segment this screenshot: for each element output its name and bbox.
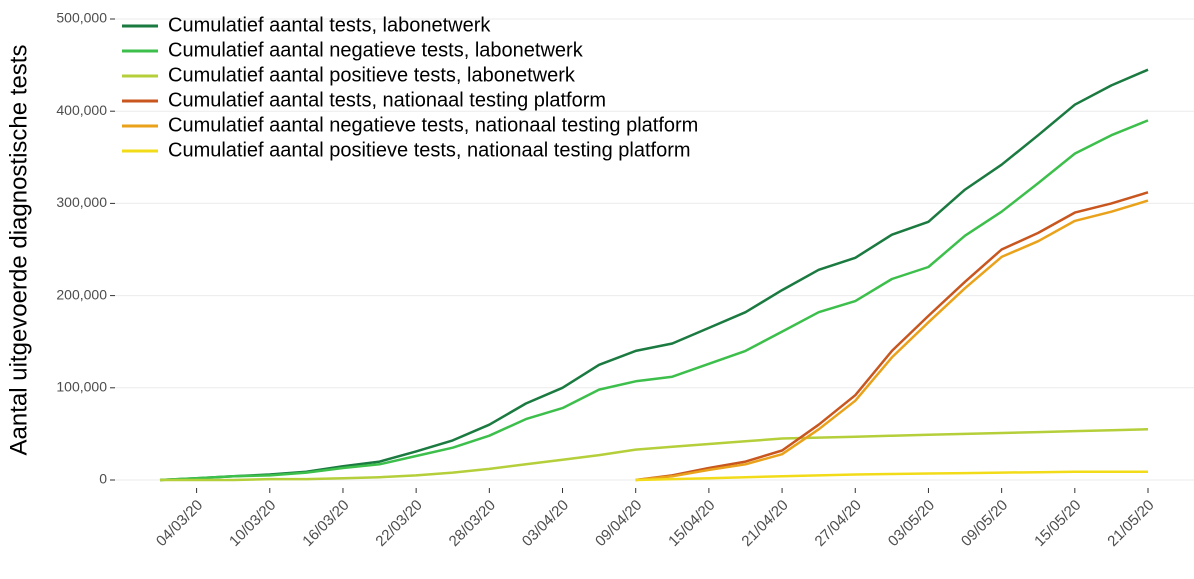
series-line — [635, 191, 1149, 482]
x-tick-label: 09/05/20 — [958, 497, 1011, 550]
y-tick-label: 100,000 — [56, 379, 107, 395]
x-tick-label: 28/03/20 — [446, 497, 499, 550]
y-axis-title: Aantal uitgevoerde diagnostische tests — [5, 45, 32, 456]
series-line — [159, 119, 1149, 482]
series-line — [159, 68, 1149, 482]
x-tick-label: 16/03/20 — [299, 497, 352, 550]
x-tick-label: 15/05/20 — [1031, 497, 1084, 550]
x-tick-label: 03/05/20 — [885, 497, 938, 550]
legend-label: Cumulatief aantal negatieve tests, labon… — [168, 39, 584, 61]
series-line — [635, 199, 1149, 482]
legend-label: Cumulatief aantal positieve tests, natio… — [168, 139, 691, 161]
x-tick-label: 27/04/20 — [812, 497, 865, 550]
y-tick-label: 0 — [99, 471, 107, 487]
x-tick-label: 21/05/20 — [1104, 497, 1157, 550]
x-tick-label: 21/04/20 — [738, 497, 791, 550]
x-tick-label: 03/04/20 — [519, 497, 572, 550]
legend-label: Cumulatief aantal positieve tests, labon… — [168, 64, 576, 86]
y-tick-label: 400,000 — [56, 102, 107, 118]
y-tick-label: 300,000 — [56, 194, 107, 210]
series-line — [635, 470, 1148, 482]
series-line — [160, 428, 1149, 482]
x-tick-label: 22/03/20 — [372, 497, 425, 550]
legend-label: Cumulatief aantal tests, labonetwerk — [168, 14, 491, 36]
legend-label: Cumulatief aantal negatieve tests, natio… — [168, 114, 698, 136]
x-tick-label: 09/04/20 — [592, 497, 645, 550]
x-tick-label: 15/04/20 — [665, 497, 718, 550]
y-tick-label: 500,000 — [56, 10, 107, 26]
legend-label: Cumulatief aantal tests, nationaal testi… — [168, 89, 606, 111]
x-tick-label: 10/03/20 — [226, 497, 279, 550]
x-tick-label: 04/03/20 — [153, 497, 206, 550]
y-tick-label: 200,000 — [56, 286, 107, 302]
